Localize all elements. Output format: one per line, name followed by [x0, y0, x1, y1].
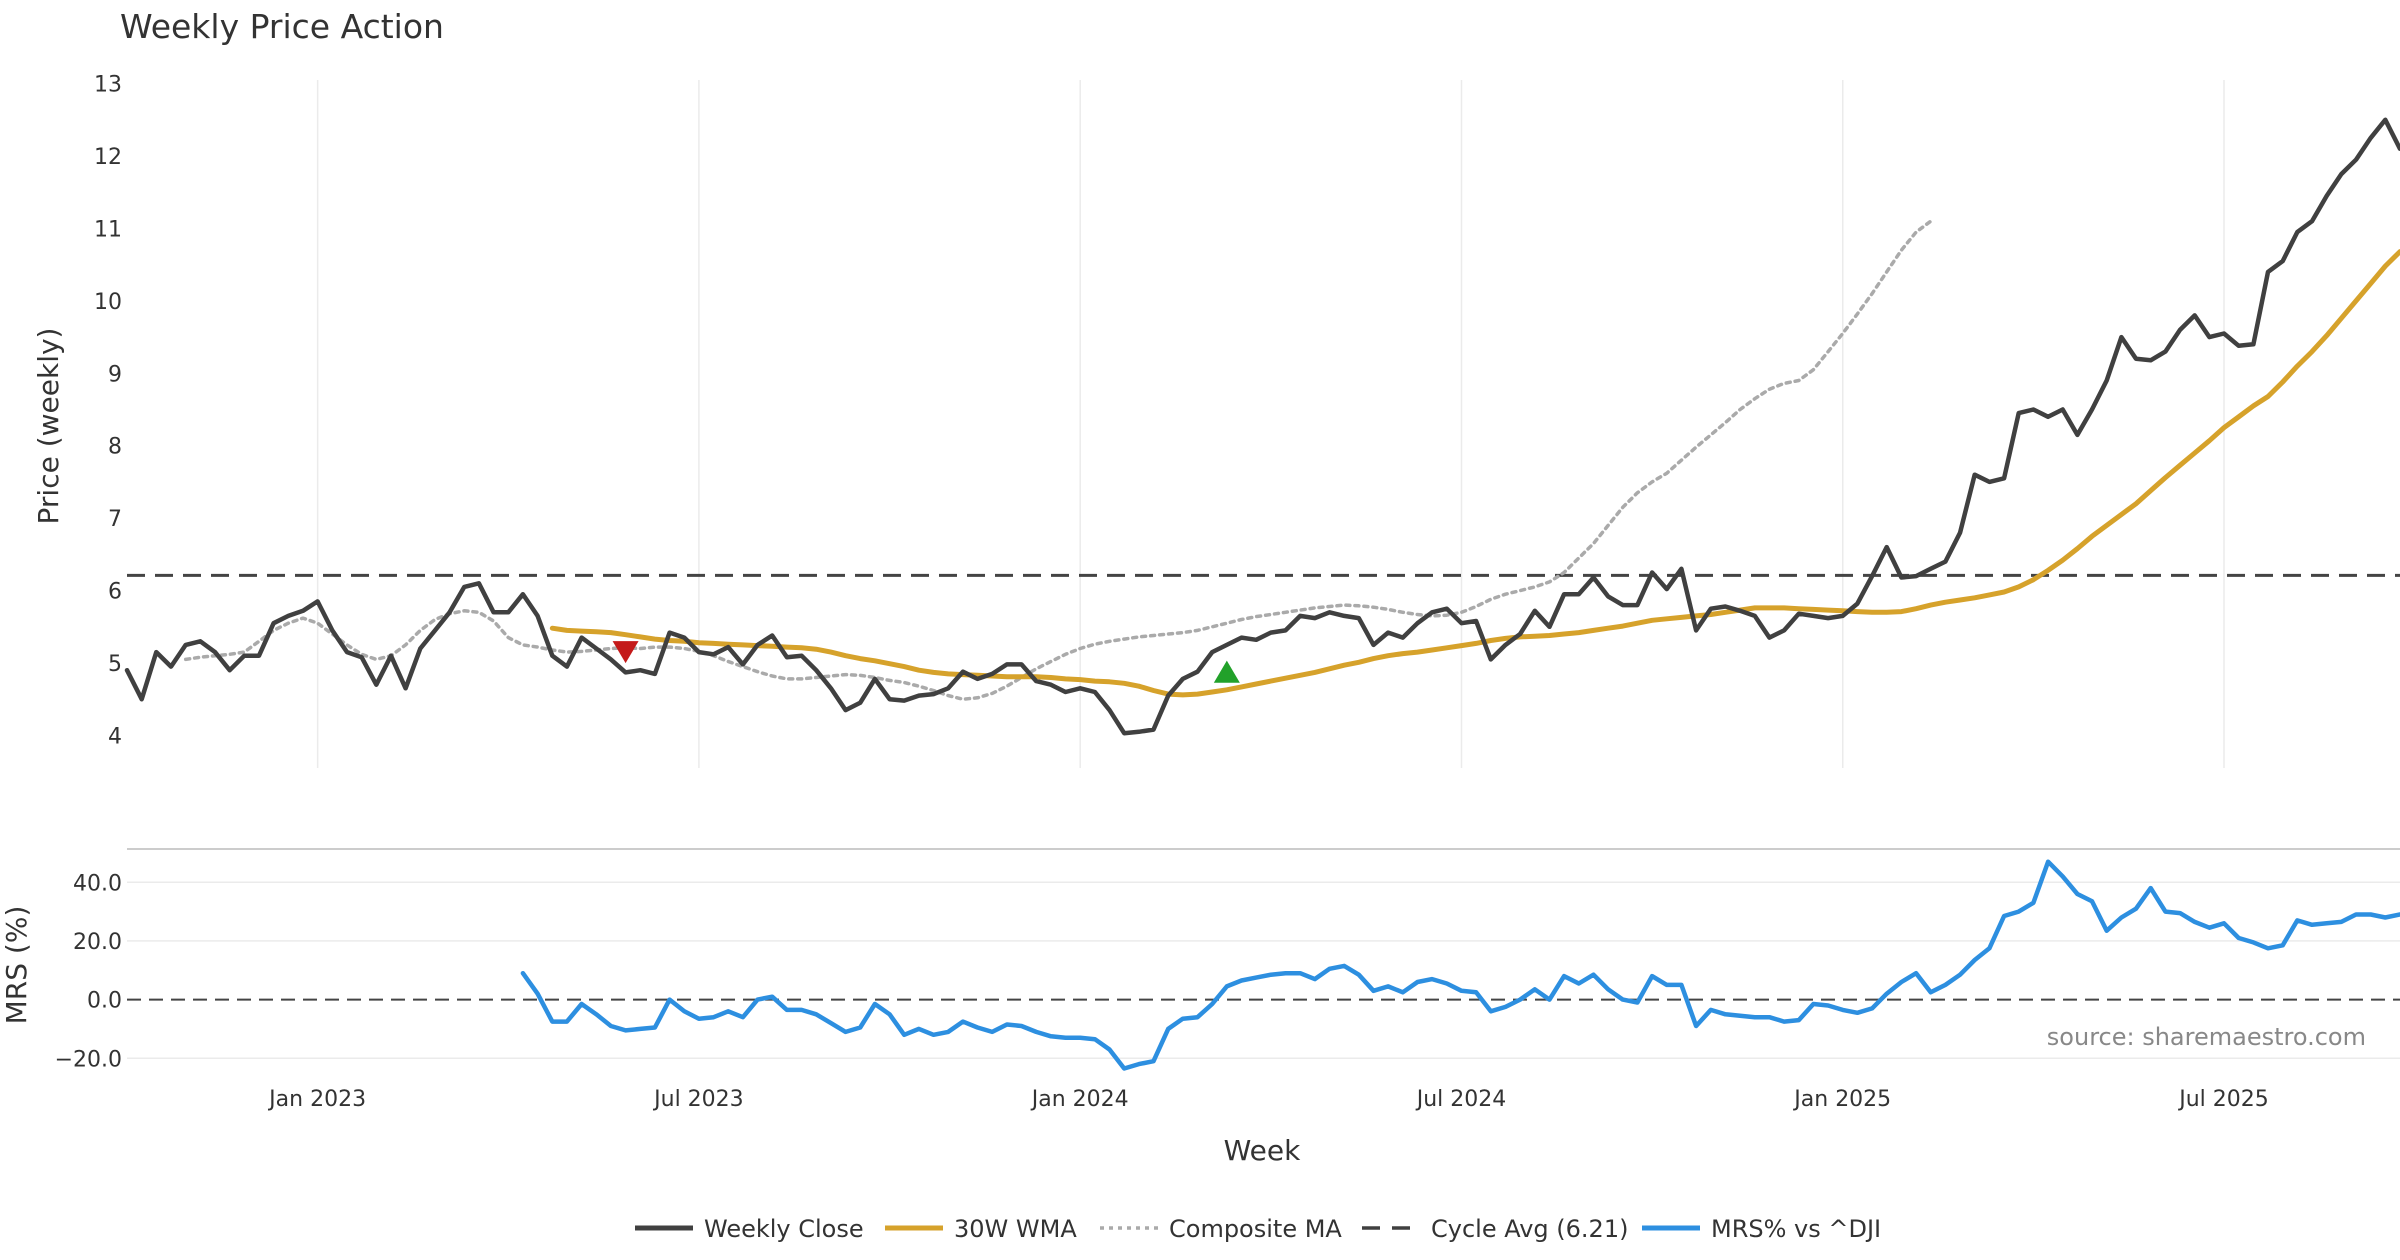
price-y-tick-label: 8	[108, 435, 122, 460]
price-y-tick-label: 7	[108, 507, 122, 532]
legend-label: Weekly Close	[704, 1215, 864, 1243]
price-panel	[124, 117, 2400, 736]
price-y-tick-label: 10	[94, 290, 122, 315]
x-tick-label: Jul 2025	[2177, 1087, 2269, 1112]
price-y-tick-label: 4	[108, 724, 122, 749]
price-y-tick-label: 9	[108, 362, 122, 387]
price-axis-label: Price (weekly)	[32, 328, 65, 525]
legend-label: Composite MA	[1169, 1215, 1342, 1243]
x-tick-label: Jan 2024	[1030, 1087, 1129, 1112]
weekly-close-line	[124, 117, 2400, 736]
x-tick-label: Jan 2025	[1792, 1087, 1891, 1112]
source-note: source: sharemaestro.com	[2047, 1023, 2366, 1051]
buy-signal-marker	[1213, 660, 1240, 683]
legend-label: MRS% vs ^DJI	[1711, 1215, 1881, 1243]
price-y-tick-label: 5	[108, 652, 122, 677]
legend-label: 30W WMA	[954, 1215, 1077, 1243]
price-y-tick-label: 12	[94, 145, 122, 170]
price-y-tick-label: 6	[108, 580, 122, 605]
chart-title: Weekly Price Action	[120, 7, 444, 46]
mrs-axis-label: MRS (%)	[0, 906, 33, 1025]
mrs-panel	[520, 859, 2400, 1071]
wma-30w-line	[549, 249, 2400, 698]
legend: Weekly Close 30W WMA Composite MA Cycle Avg…	[635, 1215, 1881, 1243]
x-axis-label: Week	[1224, 1134, 1301, 1167]
x-tick-label: Jul 2024	[1415, 1087, 1507, 1112]
composite-ma-line	[183, 219, 1933, 701]
sell-signal-marker	[612, 641, 639, 664]
mrs-y-tick-label: 40.0	[73, 871, 122, 896]
mrs-y-tick-label: 0.0	[87, 989, 122, 1014]
grid-layer: Jan 2023 Jul 2023 Jan 2024 Jul 2024 Jan 2025…	[55, 73, 2400, 1112]
legend-label: Cycle Avg (6.21)	[1431, 1215, 1628, 1243]
mrs-line	[520, 859, 2400, 1071]
x-tick-label: Jul 2023	[652, 1087, 744, 1112]
mrs-y-tick-label: −20.0	[55, 1047, 122, 1072]
price-y-tick-label: 11	[94, 217, 122, 242]
x-tick-label: Jan 2023	[267, 1087, 366, 1112]
price-y-tick-label: 13	[94, 73, 122, 98]
mrs-y-tick-label: 20.0	[73, 930, 122, 955]
